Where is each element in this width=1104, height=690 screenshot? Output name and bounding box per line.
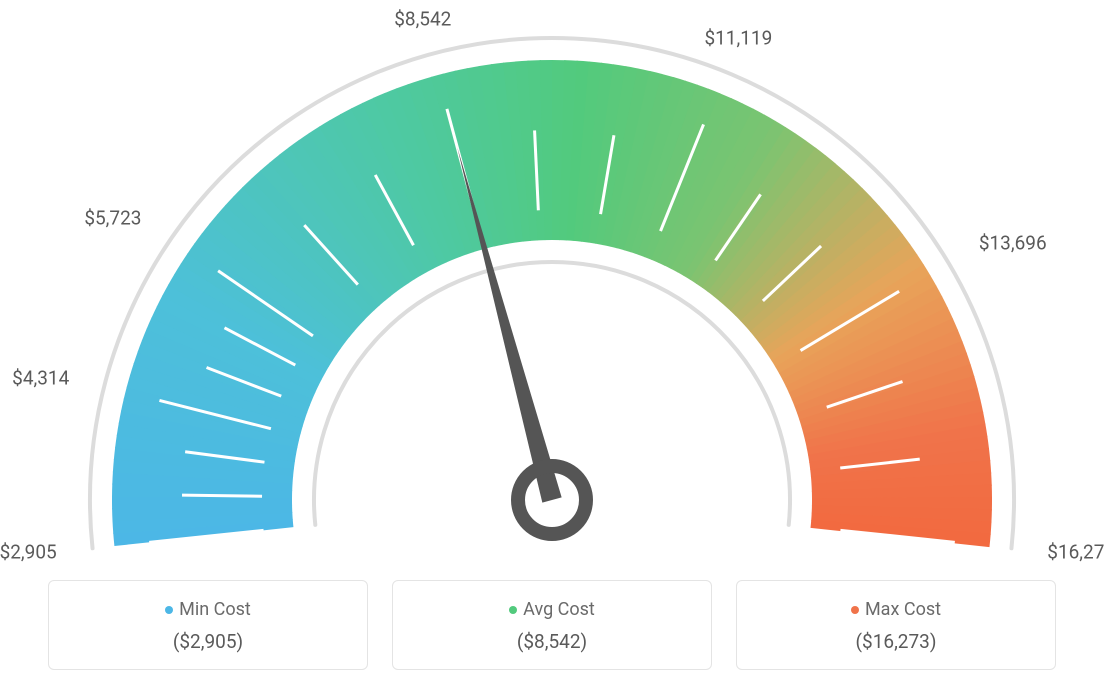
legend-row: Min Cost ($2,905) Avg Cost ($8,542) Max … — [0, 580, 1104, 670]
gauge-tick-label: $13,696 — [979, 232, 1047, 255]
dot-avg-icon — [509, 606, 517, 614]
legend-label-avg: Avg Cost — [523, 599, 595, 620]
legend-title-avg: Avg Cost — [403, 599, 701, 620]
legend-label-max: Max Cost — [865, 599, 941, 620]
legend-value-min: ($2,905) — [59, 630, 357, 653]
gauge-tick-label: $4,314 — [12, 366, 69, 389]
gauge-tick-label: $16,273 — [1047, 541, 1104, 564]
legend-value-max: ($16,273) — [747, 630, 1045, 653]
legend-value-avg: ($8,542) — [403, 630, 701, 653]
gauge-tick-label: $11,119 — [704, 27, 772, 50]
legend-label-min: Min Cost — [179, 599, 251, 620]
dot-max-icon — [851, 606, 859, 614]
legend-card-avg: Avg Cost ($8,542) — [392, 580, 712, 670]
gauge-tick-label: $8,542 — [394, 8, 451, 31]
gauge-svg — [0, 0, 1104, 555]
legend-card-max: Max Cost ($16,273) — [736, 580, 1056, 670]
legend-title-min: Min Cost — [59, 599, 357, 620]
gauge-tick-label: $5,723 — [84, 207, 141, 230]
dot-min-icon — [165, 606, 173, 614]
legend-title-max: Max Cost — [747, 599, 1045, 620]
gauge-chart: $2,905$4,314$5,723$8,542$11,119$13,696$1… — [0, 0, 1104, 555]
gauge-tick-label: $2,905 — [0, 541, 57, 564]
legend-card-min: Min Cost ($2,905) — [48, 580, 368, 670]
